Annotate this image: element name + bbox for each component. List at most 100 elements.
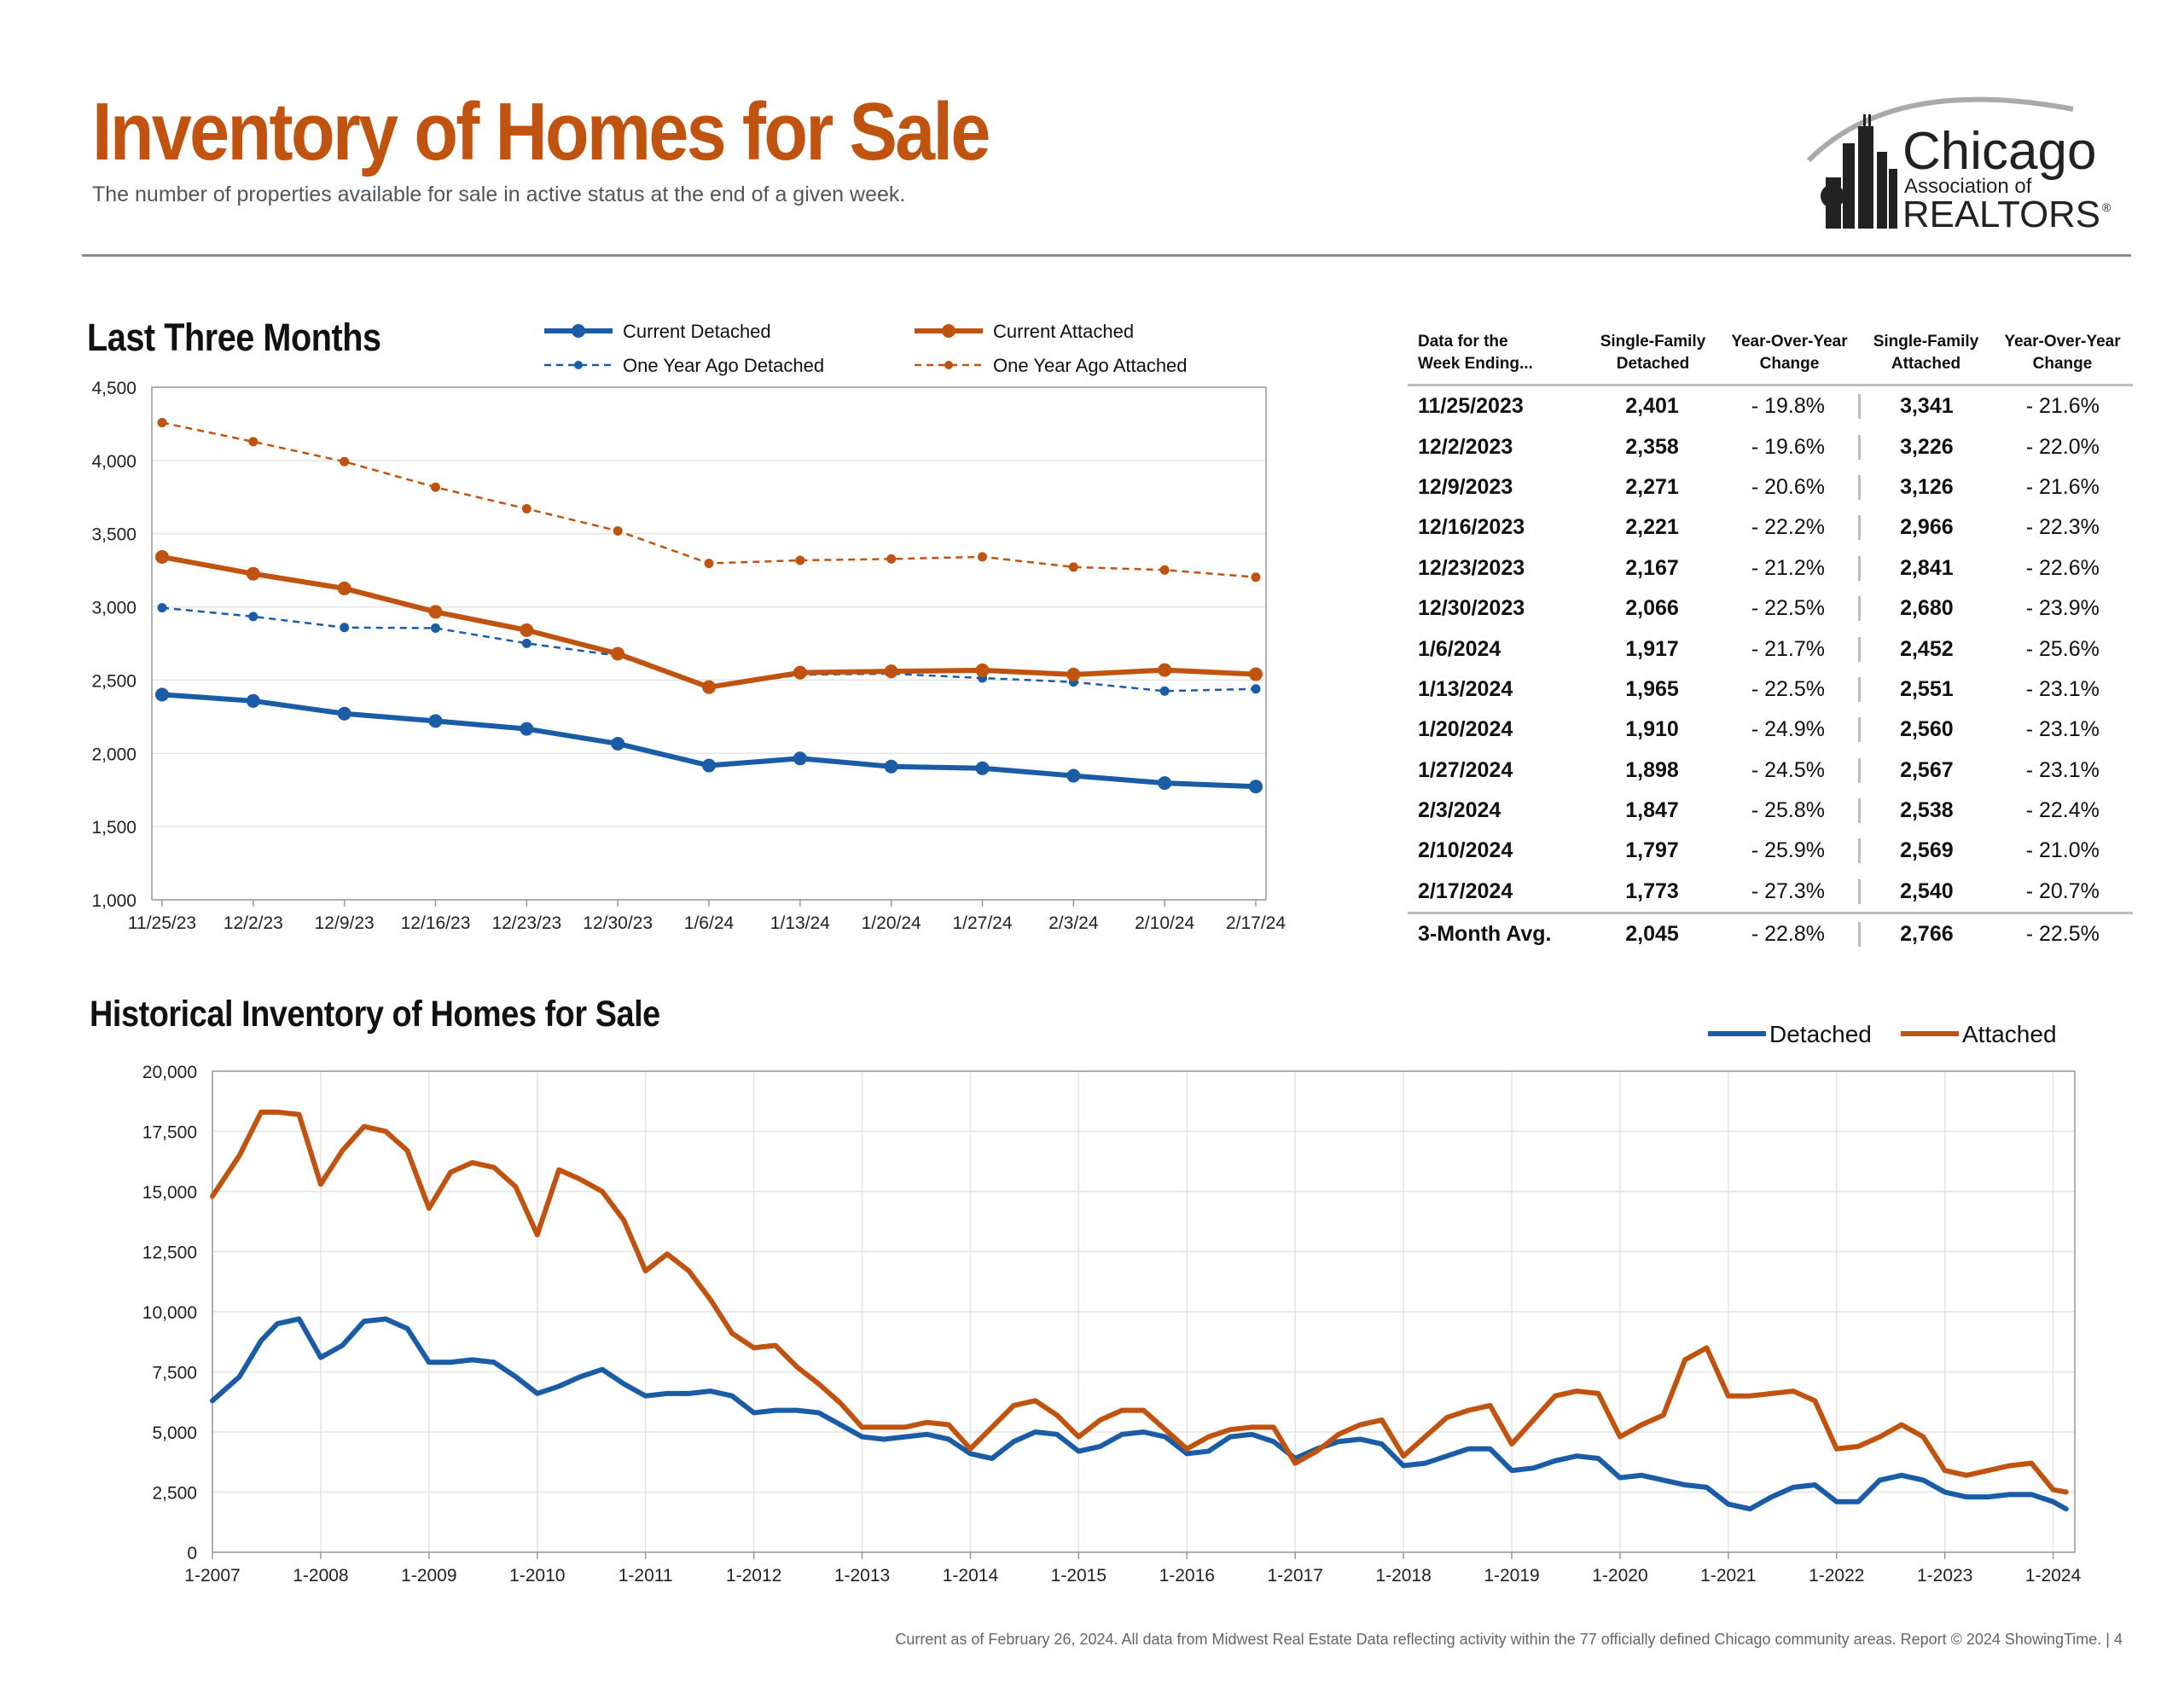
- data-point: [1066, 768, 1081, 783]
- data-point: [337, 581, 351, 595]
- legend-item: One Year Ago Attached: [915, 355, 1188, 376]
- legend-marker: [572, 324, 585, 338]
- cell-attached-change: - 23.1%: [2025, 676, 2100, 701]
- plot-frame: [212, 1070, 2076, 1553]
- data-point: [884, 664, 898, 679]
- x-tick-label: 2/17/24: [1226, 913, 1286, 933]
- x-tick-label: 2/10/24: [1135, 913, 1194, 933]
- legend-item: Detached: [1708, 1021, 1872, 1047]
- weekly-inventory-table: Data for the Week Ending... Single-Famil…: [1408, 322, 2133, 954]
- cell-detached: 2,358: [1625, 434, 1679, 459]
- data-point: [157, 603, 167, 613]
- x-tick-label: 2/3/24: [1048, 913, 1099, 933]
- data-point: [1158, 663, 1172, 677]
- data-point: [337, 706, 351, 721]
- cell-detached-change: - 22.5%: [1751, 596, 1826, 621]
- x-tick-label: 1-2017: [1267, 1566, 1322, 1586]
- cell-detached-change: - 19.6%: [1751, 434, 1826, 459]
- cell-attached: 2,567: [1858, 757, 1992, 783]
- table-row: 2/17/2024 1,773 - 27.3% 2,540 - 20.7%: [1408, 872, 2133, 912]
- data-point: [704, 559, 714, 569]
- cell-detached: 2,066: [1625, 596, 1679, 621]
- x-tick-label: 1-2023: [1917, 1566, 1972, 1586]
- table-row: 1/13/2024 1,965 - 22.5% 2,551 - 23.1%: [1408, 670, 2133, 710]
- y-tick-label: 1,000: [91, 891, 136, 911]
- cell-detached-change: - 21.7%: [1751, 636, 1826, 661]
- cell-detached-change: - 22.2%: [1751, 515, 1826, 540]
- legend-label: One Year Ago Attached: [993, 355, 1188, 376]
- y-tick-label: 2,000: [91, 745, 136, 764]
- data-point: [1249, 780, 1263, 794]
- y-tick-label: 0: [187, 1544, 197, 1563]
- y-tick-label: 17,500: [142, 1123, 197, 1143]
- header-attached-change: Year-Over-Year Change: [2004, 333, 2121, 373]
- data-point: [246, 566, 260, 581]
- cell-week: 11/25/2023: [1418, 394, 1524, 419]
- x-tick-label: 1-2015: [1051, 1566, 1107, 1586]
- cell-detached: 1,910: [1625, 717, 1679, 742]
- table-row: 12/9/2023 2,271 - 20.6% 3,126 - 21.6%: [1408, 467, 2133, 507]
- x-tick-label: 1-2018: [1375, 1566, 1431, 1586]
- legend-label: Current Detached: [623, 321, 771, 342]
- data-point: [613, 525, 623, 536]
- data-point: [702, 680, 716, 694]
- y-tick-label: 4,000: [91, 452, 136, 472]
- data-point: [521, 504, 531, 514]
- table-row: 12/23/2023 2,167 - 21.2% 2,841 - 22.6%: [1408, 548, 2133, 588]
- x-tick-label: 1-2013: [834, 1566, 890, 1586]
- historical-chart-series: [210, 1109, 2069, 1512]
- table-row: 12/2/2023 2,358 - 19.6% 3,226 - 22.0%: [1408, 426, 2133, 467]
- legend-marker: [942, 324, 956, 338]
- cell-week: 2/10/2024: [1418, 838, 1513, 863]
- historical-chart-grid: [212, 1070, 2075, 1553]
- data-point: [1158, 776, 1172, 791]
- data-point: [884, 759, 898, 774]
- cell-attached-change: - 21.6%: [2025, 394, 2100, 419]
- y-tick-label: 2,500: [152, 1484, 197, 1504]
- y-tick-label: 10,000: [142, 1303, 197, 1323]
- y-tick-label: 3,000: [91, 599, 136, 618]
- cell-detached: 1,965: [1625, 676, 1679, 701]
- data-point: [248, 437, 258, 447]
- data-point: [520, 722, 534, 736]
- cell-attached-change: - 22.3%: [2025, 515, 2100, 540]
- series-line-attached: [210, 1109, 2069, 1495]
- data-point: [248, 612, 258, 622]
- legend-label: Current Attached: [993, 321, 1134, 342]
- data-point: [1251, 572, 1261, 583]
- x-tick-label: 1-2008: [293, 1566, 348, 1586]
- x-tick-label: 1-2024: [2025, 1566, 2082, 1586]
- cell-week: 1/20/2024: [1418, 717, 1513, 742]
- data-point: [1066, 667, 1081, 681]
- cell-detached: 1,797: [1625, 838, 1679, 863]
- table-row: 1/27/2024 1,898 - 24.5% 2,567 - 23.1%: [1408, 751, 2133, 791]
- cell-detached-change: - 20.6%: [1751, 474, 1826, 499]
- y-tick-label: 1,500: [91, 818, 136, 838]
- cell-attached-change: - 22.4%: [2025, 798, 2100, 823]
- data-point: [246, 693, 260, 708]
- x-tick-label: 1-2007: [184, 1566, 240, 1586]
- x-tick-label: 1-2021: [1700, 1566, 1756, 1586]
- table-row: 12/30/2023 2,066 - 22.5% 2,680 - 23.9%: [1408, 588, 2133, 629]
- legend-label: One Year Ago Detached: [623, 355, 824, 376]
- cell-detached: 2,271: [1625, 474, 1679, 499]
- data-point: [520, 623, 534, 637]
- cell-attached-change: - 22.6%: [2025, 555, 2100, 580]
- footer-note: Current as of February 26, 2024. All dat…: [895, 1631, 2123, 1648]
- header-detached: Single-Family Detached: [1600, 333, 1706, 373]
- logo-registered-mark: ®: [2102, 200, 2111, 214]
- x-tick-label: 1/6/24: [684, 913, 735, 933]
- x-tick-label: 12/23/23: [491, 913, 561, 933]
- cell-attached-change: - 23.9%: [2025, 596, 2100, 621]
- cell-attached: 2,966: [1858, 515, 1992, 541]
- cell-detached-change: - 21.2%: [1751, 555, 1826, 580]
- cell-detached-change: - 24.5%: [1751, 757, 1826, 782]
- table-row: 2/10/2024 1,797 - 25.9% 2,569 - 21.0%: [1408, 831, 2133, 871]
- cell-detached-change: - 24.9%: [1751, 717, 1826, 742]
- recent-chart-series: [155, 418, 1263, 794]
- y-tick-label: 7,500: [152, 1364, 197, 1383]
- y-tick-label: 5,000: [152, 1423, 197, 1443]
- data-point: [978, 552, 987, 562]
- cell-attached: 3,226: [1858, 434, 1992, 460]
- cell-attached: 2,538: [1858, 798, 1992, 824]
